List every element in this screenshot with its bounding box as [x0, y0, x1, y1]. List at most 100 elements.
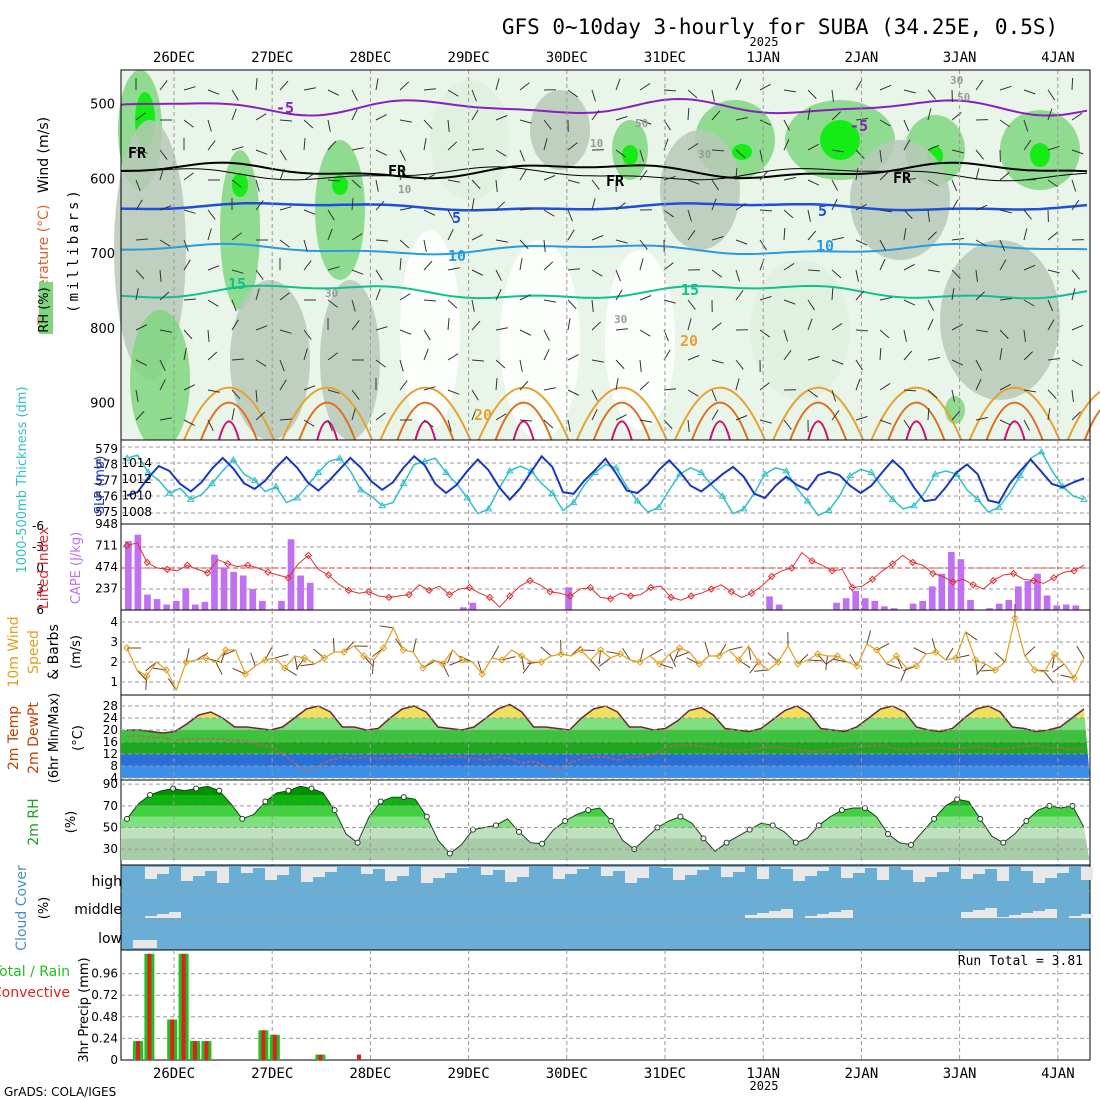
wind-barb: [903, 209, 913, 219]
wind-barb: [903, 119, 910, 132]
run-total: Run Total = 3.81: [958, 954, 1083, 969]
wind-barb: [831, 179, 839, 191]
wind-barb: [951, 389, 955, 402]
wind-barb: [423, 386, 436, 391]
wind-barb: [231, 358, 244, 361]
precip-convective-bar: [193, 1041, 197, 1060]
cloud-high-bar: [493, 867, 505, 870]
wind-barb: [519, 119, 532, 124]
wind-barb: [447, 267, 460, 271]
wind-barb: [927, 407, 930, 421]
wind10-barb: [332, 637, 335, 653]
wind-barb: [567, 299, 577, 310]
cloud-mid-bar: [973, 910, 985, 918]
pressure-axis-label: (millibars): [66, 187, 82, 313]
wind-barb: [519, 149, 525, 162]
wind10-barb: [886, 663, 901, 670]
wind-speed-line-point: [794, 660, 802, 668]
wind-speed-line-point: [320, 654, 329, 662]
rh-tick: 70: [103, 799, 118, 813]
cape-bar: [134, 534, 142, 610]
wind-barb: [159, 269, 162, 282]
wind-barb: [879, 258, 886, 271]
cloud-high-bar: [661, 867, 673, 868]
wind-barb: [351, 320, 360, 331]
cape-bar: [986, 608, 993, 610]
wind-barb: [279, 206, 292, 211]
cloud-high-bar: [553, 867, 565, 879]
wind-barb: [447, 89, 459, 97]
wind-barb: [471, 198, 475, 211]
rh-line-point: [723, 839, 730, 846]
wind-barb: [735, 149, 746, 159]
precip-tick: 0.48: [91, 1010, 118, 1024]
contour-label: 10: [816, 237, 834, 255]
wind-barb: [615, 202, 626, 211]
contour-labels: FR FR FR FR -5 5 5 10 10 15 15 20 20 -5 10 30 50 30 50 10 30…: [128, 74, 970, 424]
wind-barb: [399, 380, 408, 391]
rh-line-point: [193, 785, 200, 792]
wind-barb: [303, 87, 316, 91]
thickness-tick: 577: [95, 473, 118, 487]
wind-barb: [639, 381, 650, 391]
wind-barb: [1023, 351, 1033, 361]
wind-unit-label: (m/s): [69, 635, 84, 669]
contour-label: 5: [452, 209, 461, 227]
temp-tick: 16: [103, 735, 118, 749]
cloud-mid-bar: [757, 913, 769, 918]
wind-barb: [279, 80, 289, 91]
cloud-high-bar: [577, 867, 589, 869]
wind-barb: [855, 416, 868, 421]
wind-barb: [495, 413, 507, 421]
thickness-line-point: [995, 503, 1003, 510]
precip-axis: 0 0.24 0.48 0.72 0.96: [91, 967, 118, 1067]
wind-barb: [1023, 89, 1036, 95]
date-tick-bottom: 30DEC: [546, 1066, 588, 1082]
contour-30-arc: [807, 420, 830, 441]
cloud-high-bar: [385, 867, 397, 881]
wind-grid: [121, 610, 1090, 695]
rh-line-point: [516, 828, 523, 835]
contour-20-arc: [674, 386, 766, 441]
wind-barb: [615, 414, 627, 421]
date-tick-top: 4JAN: [1041, 50, 1075, 66]
wind-speed-line-point: [439, 660, 447, 668]
cloud-high-bar: [1045, 867, 1057, 878]
contour-20-arc: [183, 386, 275, 441]
thickness-axis-label: 1000-500mb Thickness (dm): [15, 386, 30, 573]
wind-barb: [351, 299, 356, 312]
lifted-index-line-point: [284, 574, 292, 582]
date-tick-bottom: 31DEC: [644, 1066, 686, 1082]
lifted-index-line-point: [304, 551, 313, 560]
wind10-barb: [807, 659, 822, 662]
precip-convective-bar: [272, 1034, 277, 1060]
wind-barb: [975, 291, 985, 301]
lifted-index-line-point: [949, 578, 957, 586]
cloud-level-high: high: [91, 874, 122, 890]
contour-30-arc: [610, 420, 633, 441]
wind-barb: [279, 292, 290, 301]
contour-label: -5: [850, 117, 868, 135]
cloud-bars: [133, 867, 1093, 948]
wind10-barb: [136, 669, 147, 681]
cape-bar: [1072, 605, 1080, 610]
cloud-high-bar: [961, 867, 973, 879]
wind-barb: [879, 419, 892, 425]
cloud-label: Cloud Cover: [14, 865, 30, 951]
wind-barb: [471, 109, 479, 121]
wind-barb: [807, 269, 821, 272]
wind-barb: [999, 259, 1007, 271]
wind-barb: [447, 209, 454, 221]
cloud-mid-bar: [769, 911, 781, 918]
wind-barb: [303, 385, 316, 391]
wind-barb: [423, 260, 433, 271]
lifted-index-line-point: [687, 592, 695, 600]
wind-speed-line-point: [695, 660, 703, 668]
wind-speed-line-point: [813, 650, 822, 658]
rh-line-point: [977, 815, 984, 822]
cloud-high-bar: [193, 867, 205, 876]
wind-barb: [879, 239, 887, 251]
rh-band: [121, 827, 1090, 839]
wind-barb: [1023, 228, 1028, 241]
lifted-index-line-point: [626, 592, 635, 600]
